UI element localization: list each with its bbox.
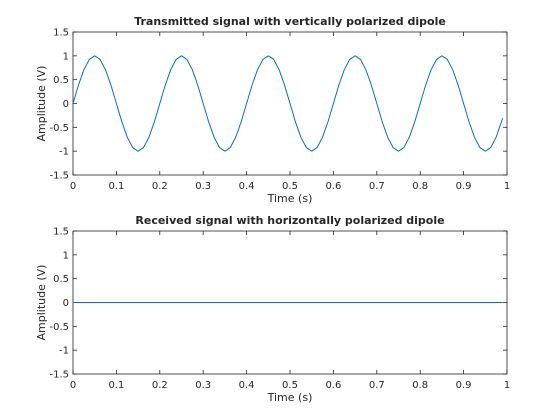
received-x-tick-label: 0.7 [369, 380, 385, 391]
transmitted-y-tick-label: 0 [63, 99, 69, 110]
received-x-tick-label: 0 [70, 380, 76, 391]
transmitted-x-tick-label: 0.3 [195, 181, 211, 192]
transmitted-y-tick-label: 1.5 [53, 28, 69, 39]
received-x-tick-label: 1 [504, 380, 510, 391]
transmitted-y-tick-label: -1.5 [49, 171, 69, 182]
transmitted-x-ticks: 0 0.1 0.2 0.3 0.4 0.5 0.6 0.7 0.8 0.9 1 [70, 32, 510, 192]
received-x-tick-label: 0.2 [152, 380, 168, 391]
received-x-tick-label: 0.9 [456, 380, 472, 391]
transmitted-series [72, 55, 504, 152]
received-x-tick-label: 0.1 [108, 380, 124, 391]
received-x-ticks: 0 0.1 0.2 0.3 0.4 0.5 0.6 0.7 0.8 0.9 1 [70, 231, 510, 391]
received-x-tick-label: 0.8 [412, 380, 428, 391]
received-y-tick-label: 0 [63, 298, 69, 309]
transmitted-y-axis-label: Amplitude (V) [35, 66, 48, 142]
received-x-tick-label: 0.3 [195, 380, 211, 391]
received-x-tick-label: 0.4 [239, 380, 255, 391]
transmitted-y-tick-label: 0.5 [53, 75, 69, 86]
received-y-axis-label: Amplitude (V) [35, 265, 48, 341]
transmitted-x-tick-label: 0.9 [456, 181, 472, 192]
transmitted-y-tick-label: 1 [63, 51, 69, 62]
received-x-tick-label: 0.6 [325, 380, 341, 391]
transmitted-x-tick-label: 0.1 [108, 181, 124, 192]
transmitted-signal-line [72, 55, 504, 152]
received-y-tick-label: 1 [63, 250, 69, 261]
received-y-tick-label: 0.5 [53, 274, 69, 285]
transmitted-x-tick-label: 0.7 [369, 181, 385, 192]
transmitted-x-tick-label: 1 [504, 181, 510, 192]
received-chart-title: Received signal with horizontally polari… [135, 214, 444, 227]
transmitted-x-tick-label: 0.8 [412, 181, 428, 192]
transmitted-y-tick-label: -0.5 [49, 123, 69, 134]
received-y-tick-label: -1 [59, 346, 69, 357]
received-signal-axes: Received signal with horizontally polari… [35, 214, 510, 404]
transmitted-y-ticks: -1.5 -1 -0.5 0 0.5 1 1.5 [49, 28, 507, 182]
received-y-tick-label: -0.5 [49, 322, 69, 333]
received-y-tick-label: 1.5 [53, 227, 69, 238]
transmitted-x-tick-label: 0.4 [239, 181, 255, 192]
transmitted-signal-axes: Transmitted signal with vertically polar… [35, 15, 510, 205]
transmitted-chart-title: Transmitted signal with vertically polar… [134, 15, 446, 28]
transmitted-x-axis-label: Time (s) [267, 192, 313, 205]
received-x-axis-label: Time (s) [267, 391, 313, 404]
transmitted-x-tick-label: 0.5 [282, 181, 298, 192]
transmitted-y-tick-label: -1 [59, 147, 69, 158]
transmitted-x-tick-label: 0.2 [152, 181, 168, 192]
transmitted-x-tick-label: 0 [70, 181, 76, 192]
transmitted-x-tick-label: 0.6 [325, 181, 341, 192]
received-y-tick-label: -1.5 [49, 370, 69, 381]
received-x-tick-label: 0.5 [282, 380, 298, 391]
